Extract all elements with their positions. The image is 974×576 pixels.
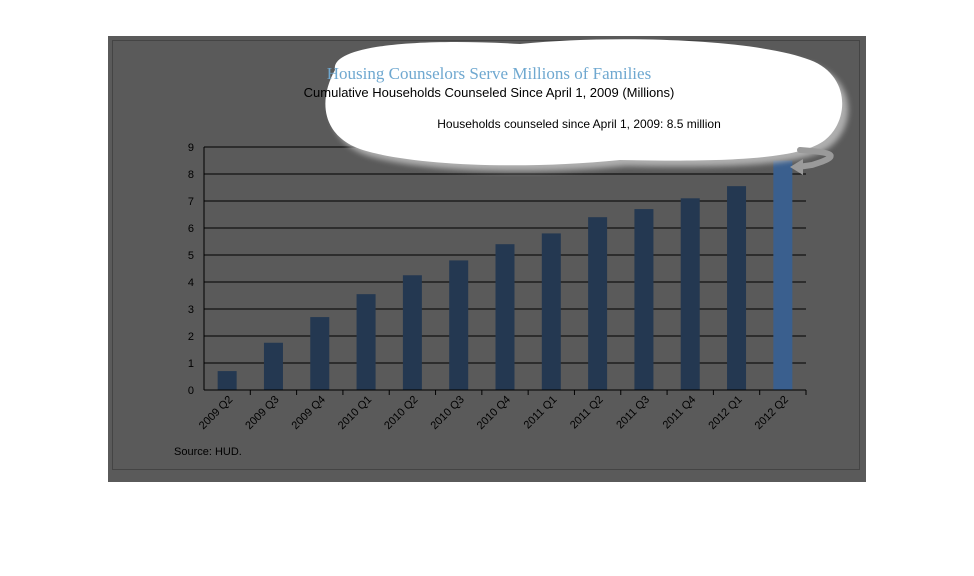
bar-2009-q2 — [217, 371, 237, 390]
x-tick-label: 2011 Q3 — [614, 394, 652, 432]
x-tick-label: 2011 Q4 — [661, 394, 699, 432]
bar-2009-q3 — [263, 342, 283, 390]
bar-2011-q3 — [634, 209, 654, 390]
x-tick-label: 2010 Q3 — [428, 394, 466, 432]
y-tick-label: 2 — [188, 331, 194, 343]
x-tick-label: 2009 Q3 — [243, 394, 281, 432]
x-tick-label: 2010 Q2 — [382, 394, 420, 432]
x-tick-label: 2012 Q1 — [706, 394, 744, 432]
y-tick-label: 1 — [188, 358, 194, 370]
bar-2011-q4 — [680, 198, 700, 390]
bar-2011-q1 — [541, 233, 561, 390]
y-tick-label: 7 — [188, 196, 194, 208]
x-tick-label: 2010 Q1 — [336, 394, 374, 432]
callout-annotation: Households counseled since April 1, 2009… — [437, 117, 721, 131]
bar-2010-q1 — [356, 294, 376, 390]
y-tick-label: 5 — [188, 250, 194, 262]
x-tick-label: 2009 Q2 — [197, 394, 235, 432]
y-tick-label: 6 — [188, 223, 194, 235]
x-tick-label: 2010 Q4 — [475, 394, 513, 432]
y-tick-label: 3 — [188, 304, 194, 316]
bar-2011-q2 — [588, 217, 608, 390]
bar-2012-q1 — [727, 186, 747, 390]
chart-border — [112, 40, 860, 470]
chart-subtitle: Cumulative Households Counseled Since Ap… — [304, 85, 675, 100]
y-tick-label: 4 — [188, 277, 194, 289]
source-note: Source: HUD. — [174, 446, 242, 458]
x-tick-label: 2009 Q4 — [290, 394, 328, 432]
callout-cloud — [325, 39, 849, 175]
x-tick-label: 2011 Q1 — [522, 394, 560, 432]
bar-2010-q3 — [449, 260, 469, 390]
x-tick-label: 2012 Q2 — [753, 394, 791, 432]
chart-title: Housing Counselors Serve Millions of Fam… — [327, 64, 651, 83]
y-tick-label: 0 — [188, 385, 194, 397]
bar-2009-q4 — [310, 317, 330, 390]
y-tick-label: 8 — [188, 169, 194, 181]
y-tick-label: 9 — [188, 142, 194, 154]
x-tick-label: 2011 Q2 — [568, 394, 606, 432]
bar-2010-q4 — [495, 244, 515, 390]
bar-2010-q2 — [402, 275, 422, 390]
bar-2012-q2 — [773, 160, 793, 390]
